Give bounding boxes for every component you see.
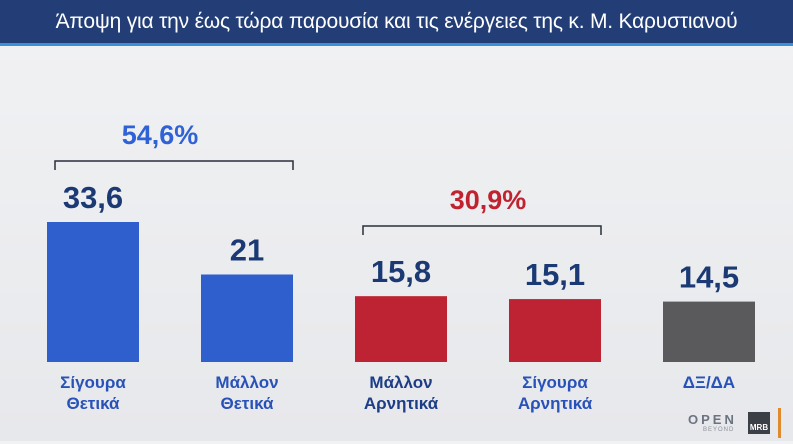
category-label: ΔΞ/ΔΑ <box>683 373 735 392</box>
group-total-label: 30,9% <box>450 185 527 215</box>
open-tagline: BEYOND <box>703 427 735 433</box>
value-label: 21 <box>230 233 264 268</box>
category-label: Αρνητικά <box>518 394 593 413</box>
group-bracket <box>362 225 602 235</box>
category-label: Μάλλον <box>369 373 432 392</box>
value-label: 33,6 <box>63 180 123 215</box>
title-bar: Άποψη για την έως τώρα παρουσία και τις … <box>0 0 793 46</box>
value-label: 14,5 <box>679 260 739 295</box>
group-bracket <box>54 160 294 170</box>
category-label: Μάλλον <box>215 373 278 392</box>
category-label: Σίγουρα <box>60 373 126 392</box>
group-total-label: 54,6% <box>122 120 199 150</box>
bar <box>509 299 601 362</box>
logo-divider <box>778 408 781 438</box>
category-label: Αρνητικά <box>364 394 439 413</box>
mrb-logo: MRB <box>748 412 770 434</box>
category-label: Σίγουρα <box>522 373 588 392</box>
value-label: 15,1 <box>525 257 585 292</box>
bar <box>355 296 447 362</box>
bar <box>201 274 293 362</box>
value-label: 15,8 <box>371 254 431 289</box>
open-logo: OPEN <box>688 412 737 427</box>
category-label: Θετικά <box>221 394 275 413</box>
category-label: Θετικά <box>67 394 121 413</box>
bar <box>663 301 755 362</box>
chart-title: Άποψη για την έως τώρα παρουσία και τις … <box>55 10 738 33</box>
bar <box>47 222 139 362</box>
